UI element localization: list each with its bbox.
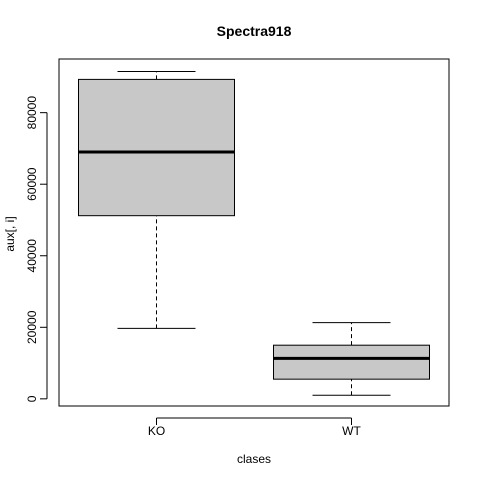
x-tick-label-1: WT: [342, 424, 361, 438]
box-ko: [78, 78, 235, 217]
y-tick-label-2: 40000: [25, 239, 39, 273]
chart-marks: 0 20000 40000 60000 80000 KO WT: [25, 71, 430, 438]
y-tick-label-3: 60000: [25, 167, 39, 201]
chart-title: Spectra918: [217, 23, 292, 39]
box-wt: [273, 344, 430, 380]
y-tick-label-0: 0: [25, 395, 39, 402]
x-axis-label: clases: [237, 452, 271, 466]
y-tick-label-1: 20000: [25, 310, 39, 344]
plot-frame: [58, 58, 450, 407]
x-tick-label-0: KO: [148, 424, 165, 438]
y-tick-label-4: 80000: [25, 96, 39, 130]
y-axis-label: aux[, i]: [3, 216, 17, 251]
